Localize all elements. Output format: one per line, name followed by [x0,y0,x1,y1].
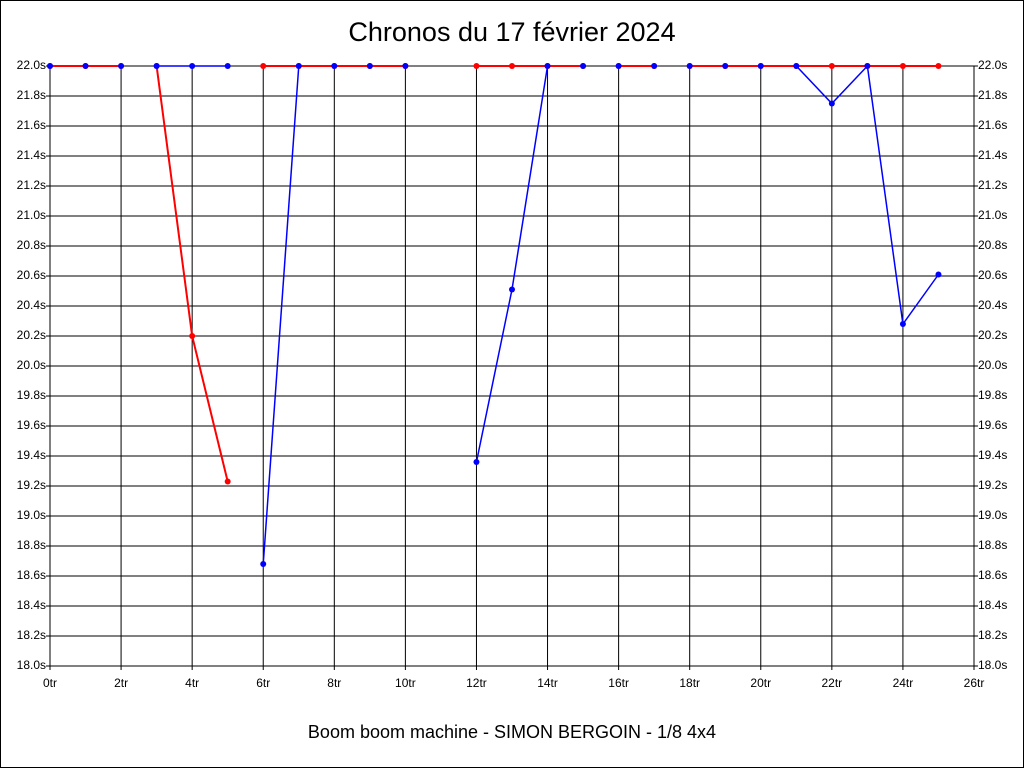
y2-tick-label: 20.2s [978,328,1007,342]
data-point [402,63,409,69]
x-tick-label: 20tr [750,676,771,690]
x-tick-label: 18tr [679,676,700,690]
y2-tick-label: 20.8s [978,238,1007,252]
chart-title: Chronos du 17 février 2024 [348,17,675,47]
x-tick-label: 26tr [964,676,985,690]
y-tick-label: 18.2s [17,628,46,642]
y2-tick-label: 21.8s [978,88,1007,102]
y-tick-label: 19.4s [17,448,46,462]
data-point [722,63,729,69]
data-point [509,63,515,69]
data-point [615,63,622,69]
data-point [828,63,835,69]
data-point [118,63,125,69]
y-tick-label: 18.6s [17,568,46,582]
data-point [295,63,302,69]
y-tick-label: 21.6s [17,118,46,132]
y2-tick-label: 19.2s [978,478,1007,492]
y-tick-label: 19.8s [17,388,46,402]
y-tick-label: 18.8s [17,538,46,552]
data-point [509,286,515,293]
data-point [189,333,196,339]
y2-tick-label: 18.8s [978,538,1007,552]
y-tick-label: 21.8s [17,88,46,102]
y2-tick-label: 20.0s [978,358,1007,372]
x-tick-label: 6tr [256,676,270,690]
y-tick-label: 20.8s [17,238,46,252]
y2-tick-label: 21.4s [978,148,1007,162]
data-point [153,63,160,69]
x-tick-label: 4tr [185,676,199,690]
x-tick-label: 22tr [822,676,843,690]
x-tick-label: 2tr [114,676,128,690]
data-point [757,63,764,69]
y-tick-label: 19.2s [17,478,46,492]
data-point [260,63,267,69]
data-point [224,478,231,485]
data-point [686,63,693,69]
y2-tick-label: 20.6s [978,268,1007,282]
y2-tick-label: 18.4s [978,598,1007,612]
data-point [366,63,373,69]
y2-tick-label: 21.6s [978,118,1007,132]
y-tick-label: 19.6s [17,418,46,432]
x-tick-label: 8tr [327,676,341,690]
x-tick-label: 16tr [608,676,629,690]
y2-tick-label: 21.2s [978,178,1007,192]
y-tick-label: 18.0s [17,658,46,672]
y2-tick-label: 22.0s [978,58,1007,72]
x-tick-label: 12tr [466,676,487,690]
data-point [260,561,267,567]
y2-tick-label: 19.6s [978,418,1007,432]
data-point [935,63,942,69]
x-tick-label: 0tr [43,676,57,690]
y-tick-label: 20.2s [17,328,46,342]
data-point [473,63,480,69]
data-point [189,63,196,69]
data-point [580,63,587,69]
data-point [864,63,871,69]
y2-tick-label: 20.4s [978,298,1007,312]
y2-tick-label: 19.0s [978,508,1007,522]
y2-tick-label: 18.2s [978,628,1007,642]
data-point [331,63,338,69]
y-tick-label: 21.2s [17,178,46,192]
y-tick-label: 22.0s [17,58,46,72]
data-point [899,63,906,69]
data-point [899,321,906,327]
data-point [651,63,658,69]
y2-tick-label: 18.6s [978,568,1007,582]
data-point [828,100,835,107]
y2-tick-label: 18.0s [978,658,1007,672]
y2-tick-label: 21.0s [978,208,1007,222]
y-tick-label: 20.4s [17,298,46,312]
y-tick-label: 20.6s [17,268,46,282]
x-tick-label: 10tr [395,676,416,690]
data-point [47,63,53,69]
x-axis-label: Boom boom machine - SIMON BERGOIN - 1/8 … [308,722,716,742]
data-point [82,63,89,69]
data-point [473,459,480,465]
data-point [544,63,551,69]
y-tick-label: 21.4s [17,148,46,162]
y2-tick-label: 19.8s [978,388,1007,402]
x-tick-label: 14tr [537,676,558,690]
y-tick-label: 19.0s [17,508,46,522]
y2-tick-label: 19.4s [978,448,1007,462]
y-tick-label: 21.0s [17,208,46,222]
data-point [224,63,231,69]
data-point [793,63,800,69]
data-point [935,271,942,278]
y-tick-label: 20.0s [17,358,46,372]
x-tick-label: 24tr [893,676,914,690]
y-tick-label: 18.4s [17,598,46,612]
